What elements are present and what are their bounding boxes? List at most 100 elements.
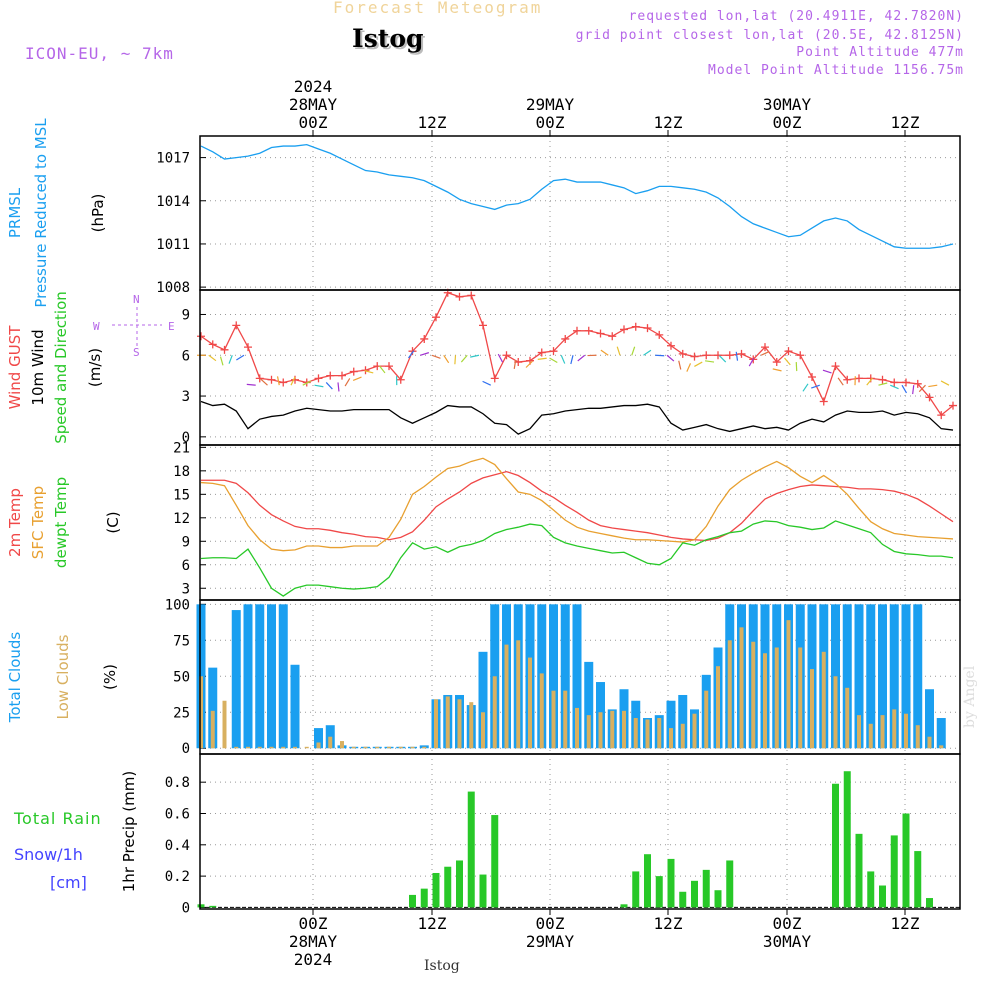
pressure-axis-label: PRMSL (6, 187, 24, 238)
low-clouds-bar (704, 690, 709, 749)
rain-bar (420, 888, 428, 908)
wind-direction-arrow (228, 355, 233, 364)
wind-direction-arrow (940, 380, 950, 386)
low-clouds-bar (798, 647, 803, 749)
wind-direction-arrow (408, 350, 415, 359)
point-altitude: Point Altitude 477m (796, 45, 964, 60)
grid-point-coordinates: grid point closest lon,lat (20.5E, 42.81… (575, 28, 964, 43)
gust-point (631, 322, 640, 331)
gust-point (925, 393, 934, 402)
gust-point (761, 343, 769, 352)
gust-point (937, 411, 946, 420)
total-clouds-bar (290, 664, 300, 749)
total-clouds-bar (549, 604, 558, 749)
low-clouds-bar (492, 676, 497, 749)
low-clouds-bar (586, 715, 591, 749)
wind-direction-arrow (454, 355, 457, 365)
temperature-series-line (200, 457, 954, 552)
gust-point (737, 349, 746, 358)
wind-direction-arrow (643, 349, 652, 356)
low-clouds-bar (763, 653, 767, 749)
rain-bar (197, 904, 205, 908)
gust-point (408, 347, 417, 356)
wind-direction-arrow (570, 355, 574, 365)
wind-direction-arrow (837, 377, 844, 386)
low-clouds-bar (363, 746, 368, 749)
wind-direction-arrow (537, 357, 547, 360)
low-clouds-bar (328, 736, 333, 749)
low-clouds-bar (375, 746, 380, 749)
precipitation-frame (199, 753, 961, 910)
rain-bar (879, 885, 886, 908)
wind-direction-arrow (784, 357, 791, 366)
low-clouds-bar (551, 690, 556, 749)
wind-direction-arrow (290, 376, 296, 386)
y-tick-label: 6 (182, 348, 190, 364)
gust-point (549, 347, 558, 356)
wind-direction-arrow (901, 384, 908, 394)
bottom-time-label: 00Z (773, 914, 802, 933)
temperature-series-line (200, 520, 954, 597)
low-clouds-bar (915, 725, 920, 749)
low-clouds-bar (833, 676, 838, 749)
wind-direction-arrow (686, 363, 692, 372)
low-clouds-bar (269, 746, 274, 749)
wind-direction-arrow (600, 349, 609, 356)
wind-direction-arrow (760, 351, 770, 356)
low-clouds-bar (657, 718, 662, 749)
bottom-time-label: 00Z (536, 914, 565, 933)
low-clouds-bar (410, 746, 415, 749)
wind-direction-arrow (276, 376, 280, 386)
y-tick-label: 1017 (156, 151, 190, 167)
gust-point (479, 321, 487, 330)
top-time-label: 12Z (891, 113, 920, 132)
gust-point (643, 324, 652, 333)
wind-direction-arrow (431, 354, 441, 359)
low-clouds-bar (927, 736, 932, 749)
temperature-axis-label: SFC Temp (29, 486, 47, 559)
wind-direction-arrow (560, 355, 566, 364)
gust-point (385, 362, 393, 371)
top-time-label: 30MAY (763, 95, 812, 114)
gust-point (396, 375, 405, 384)
low-clouds-bar (575, 707, 579, 749)
top-time-label: 12Z (654, 113, 683, 132)
rain-bar (926, 898, 933, 908)
total-clouds-bar (584, 661, 594, 749)
y-tick-label: 0.4 (165, 838, 190, 854)
wind-direction-arrow (866, 377, 873, 386)
rain-bar (620, 904, 628, 908)
gust-point (267, 375, 276, 384)
wind-direction-arrow (325, 382, 333, 390)
gust-point (831, 362, 840, 371)
total-clouds-bar (842, 604, 852, 749)
total-clouds-bar (231, 610, 241, 749)
y-tick-label: 12 (173, 511, 190, 527)
wind-direction-arrow (314, 384, 324, 388)
wind-direction-arrow (470, 354, 480, 358)
gust-point (467, 291, 476, 300)
clouds-panel: 0 25 50 75 100 Total Clouds Low Clouds (%) (6, 597, 961, 757)
pressure-axis-label: Pressure Reduced to MSL (32, 118, 50, 308)
pressure-panel: 1008 1011 1014 1017 PRMSL Pressure Reduced to… (6, 118, 961, 308)
gust-point (314, 374, 323, 383)
rain-bar (409, 894, 416, 908)
total-clouds-bar (478, 651, 488, 749)
low-clouds-bar (199, 676, 203, 749)
gust-point (655, 330, 664, 339)
compass-north-label: N (133, 293, 140, 306)
bottom-time-label: 30MAY (763, 932, 812, 951)
low-clouds-bar (857, 715, 861, 749)
precip-snow-label: Snow/1h (14, 845, 83, 864)
y-tick-label: 18 (173, 464, 190, 480)
gust-point (197, 332, 205, 341)
wind-direction-arrow (344, 378, 351, 387)
gust-point (326, 371, 335, 380)
low-clouds-bar (246, 746, 250, 749)
wind-direction-arrow (802, 383, 809, 392)
gust-point (819, 397, 828, 406)
gust-point (584, 326, 593, 335)
total-clouds-bar (572, 604, 582, 749)
low-clouds-bar (892, 709, 897, 749)
